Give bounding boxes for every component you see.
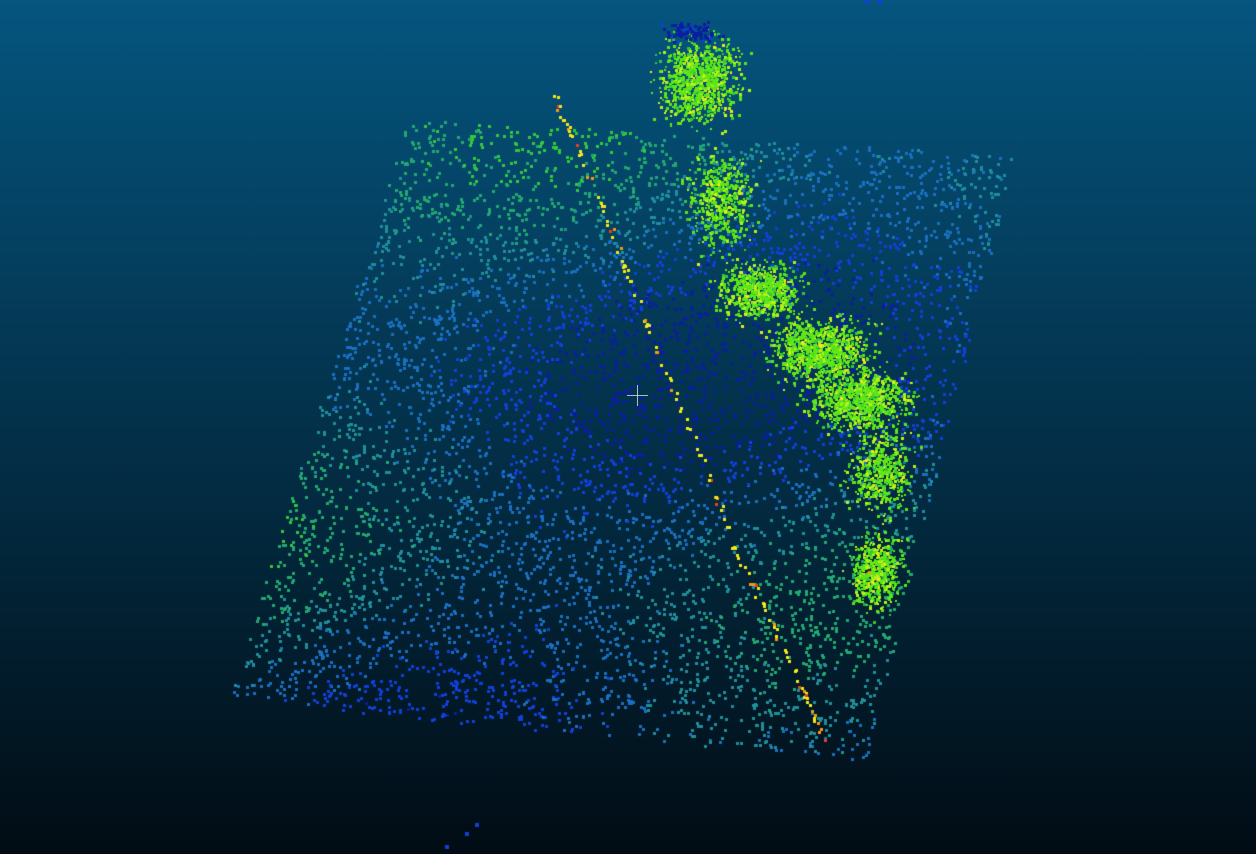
point-cloud-canvas[interactable] — [0, 0, 1256, 854]
point-cloud-viewport[interactable] — [0, 0, 1256, 854]
